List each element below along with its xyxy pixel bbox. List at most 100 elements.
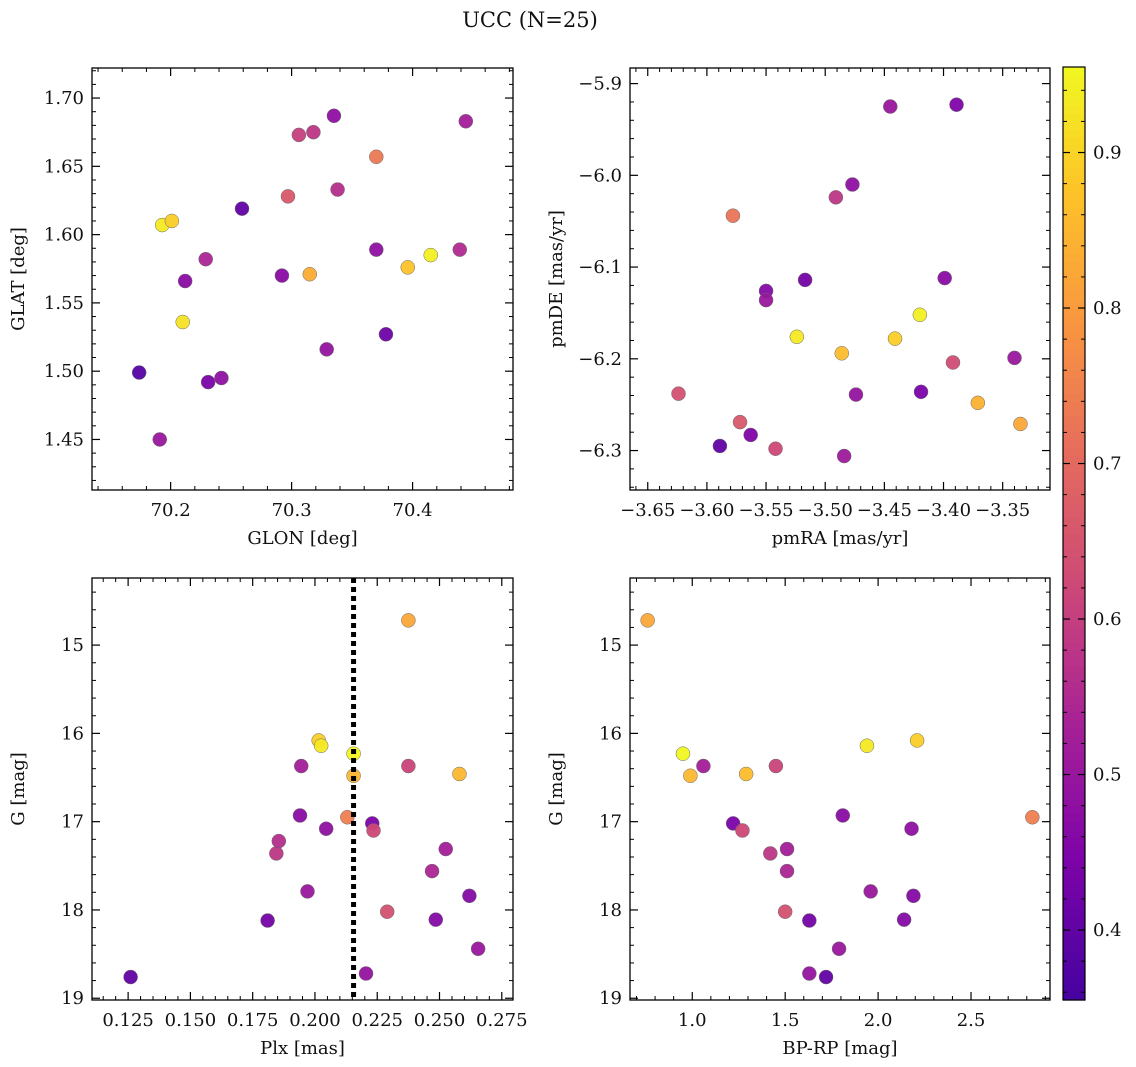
y-axis-label: GLAT [deg] — [8, 227, 29, 331]
data-point — [906, 888, 921, 904]
colorbar-segment — [1063, 797, 1085, 807]
data-point — [909, 733, 925, 748]
data-point — [177, 273, 193, 289]
data-point — [428, 912, 444, 927]
colorbar-segment — [1063, 805, 1085, 814]
data-point — [1025, 810, 1040, 825]
colorbar-segment — [1063, 105, 1085, 115]
data-point — [738, 766, 754, 782]
data-point — [945, 355, 961, 370]
y-tick-label: 1.70 — [44, 88, 84, 109]
x-tick-label: 0.225 — [351, 1010, 403, 1031]
data-point — [423, 247, 438, 263]
data-point — [768, 758, 784, 774]
colorbar-segment — [1063, 766, 1085, 776]
colorbar-segment — [1063, 891, 1085, 900]
y-tick-label: 17 — [61, 812, 84, 833]
data-point — [818, 969, 834, 985]
data-point — [768, 441, 783, 456]
colorbar-segment — [1063, 362, 1085, 371]
x-tick-label: 0.150 — [165, 1010, 217, 1031]
colorbar-segment — [1063, 129, 1085, 138]
colorbar-segment — [1063, 230, 1085, 239]
x-tick-label: 1.0 — [678, 1010, 707, 1031]
x-tick-label: −3.65 — [620, 500, 675, 521]
colorbar-segment — [1063, 486, 1085, 496]
colorbar-segment — [1063, 976, 1085, 986]
colorbar-segment — [1063, 642, 1085, 651]
data-point — [725, 208, 741, 223]
axes-frame — [91, 67, 514, 491]
data-point — [937, 270, 952, 286]
data-point — [175, 314, 190, 330]
colorbar-segment — [1063, 222, 1085, 231]
colorbar-tick-label: 0.6 — [1093, 609, 1122, 630]
data-point — [164, 213, 180, 229]
colorbar-segment — [1063, 587, 1085, 597]
data-point — [1007, 350, 1022, 366]
scatter-panel-glon-glat: 70.2 70.3 70.4 1.45 1.50 1.55 1.60 1.65 1.70 GLON… — [8, 67, 514, 549]
colorbar-segment — [1063, 370, 1085, 379]
colorbar-segment — [1063, 517, 1085, 527]
colorbar-segment — [1063, 292, 1085, 301]
x-tick-label: 2.5 — [957, 1010, 986, 1031]
x-tick-label: 0.275 — [476, 1010, 528, 1031]
colorbar-tick-label: 0.7 — [1093, 454, 1122, 475]
colorbar-segment — [1063, 758, 1085, 768]
colorbar-segment — [1063, 696, 1085, 706]
colorbar-segment — [1063, 844, 1085, 853]
colorbar-segment — [1063, 945, 1085, 954]
axes-frame — [629, 577, 1051, 1001]
colorbar-segment — [1063, 510, 1085, 519]
y-tick-label: −6.2 — [578, 349, 622, 370]
colorbar-segment — [1063, 144, 1085, 154]
data-point — [834, 346, 850, 361]
colorbar-segment — [1063, 245, 1085, 255]
data-point — [949, 97, 964, 112]
x-tick-label: −3.55 — [738, 500, 793, 521]
y-tick-label: 18 — [61, 900, 84, 921]
data-point — [274, 268, 290, 283]
colorbar-segment — [1063, 549, 1085, 558]
data-point — [378, 327, 394, 342]
colorbar-segment — [1063, 790, 1085, 799]
colorbar-segment — [1063, 323, 1085, 332]
y-tick-label: −6.0 — [578, 165, 622, 186]
x-axis-label: pmRA [mas/yr] — [772, 528, 909, 549]
colorbar-segment — [1063, 455, 1085, 465]
data-point — [912, 307, 928, 323]
data-point — [291, 127, 307, 143]
colorbar-segment — [1063, 867, 1085, 877]
y-tick-label: −6.3 — [578, 441, 622, 462]
colorbar-segment — [1063, 681, 1085, 690]
data-point — [913, 384, 929, 400]
colorbar-segment — [1063, 619, 1085, 628]
y-tick-label: 19 — [61, 988, 84, 1009]
colorbar-segment — [1063, 416, 1085, 426]
data-point — [848, 387, 864, 402]
data-point — [330, 182, 345, 197]
colorbar-segment — [1063, 346, 1085, 356]
data-point — [789, 329, 805, 345]
colorbar-segment — [1063, 401, 1085, 410]
x-tick-label: −3.60 — [679, 500, 734, 521]
data-point — [152, 432, 167, 447]
colorbar-segment — [1063, 471, 1085, 480]
y-tick-label: 1.45 — [44, 429, 84, 450]
colorbar-segment — [1063, 393, 1085, 402]
data-point — [200, 374, 216, 390]
x-tick-label: 0.125 — [102, 1010, 154, 1031]
y-axis-label: G [mag] — [546, 752, 567, 825]
axes-frame — [91, 577, 514, 1001]
x-tick-label: −3.35 — [975, 500, 1030, 521]
y-tick-label: 16 — [599, 723, 622, 744]
data-point — [859, 738, 875, 753]
data-point — [735, 823, 750, 838]
colorbar-segment — [1063, 168, 1085, 177]
colorbar-segment — [1063, 595, 1085, 605]
colorbar-segment — [1063, 331, 1085, 340]
data-point — [234, 201, 250, 216]
colorbar-segment — [1063, 603, 1085, 612]
colorbar-segment — [1063, 308, 1085, 317]
